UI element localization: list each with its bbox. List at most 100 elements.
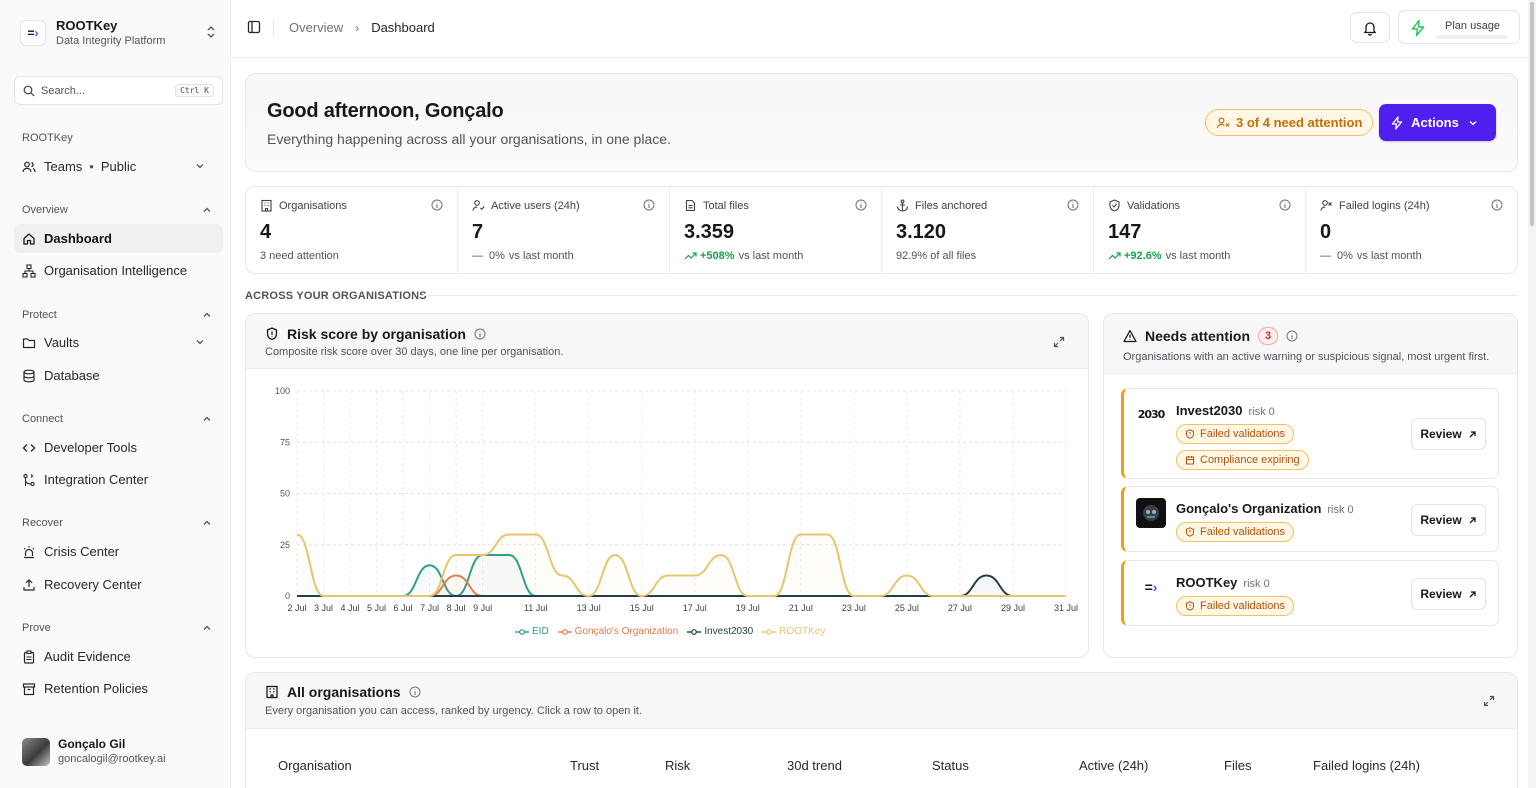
shield-alert-icon [1186, 429, 1194, 439]
column-header-organisation[interactable]: Organisation [278, 758, 352, 773]
legend-label: Invest2030 [704, 626, 754, 637]
breadcrumb-overview[interactable]: Overview [289, 20, 344, 35]
info-icon[interactable] [855, 199, 867, 211]
column-header-active[interactable]: Active (24h) [1079, 758, 1149, 773]
review-button[interactable]: Review [1411, 418, 1486, 450]
stat-delta: 0% [1337, 250, 1353, 262]
sidebar-item-retention-policies[interactable]: Retention Policies [14, 674, 223, 703]
teams-label: Teams [44, 159, 83, 174]
legend-item[interactable]: EID [515, 626, 549, 637]
stat-label: Files anchored [915, 199, 988, 212]
sidebar-item-integration-center[interactable]: Integration Center [14, 465, 223, 494]
column-header-failed-logins[interactable]: Failed logins (24h) [1313, 758, 1420, 773]
brand-name: ROOTKey [56, 18, 118, 33]
sidebar-item-organisation-intelligence[interactable]: Organisation Intelligence [14, 256, 223, 285]
teams-selector[interactable]: Teams • Public [14, 152, 223, 181]
scrollbar-thumb[interactable] [1530, 2, 1534, 226]
attention-item[interactable]: 2030 Invest2030 risk 0 Failed validations… [1121, 388, 1499, 479]
attention-item[interactable]: = › ROOTKey risk 0 Failed validations Revi… [1121, 560, 1499, 626]
sidebar-item-label: Vaults [44, 335, 80, 350]
stat-value: 0 [1320, 221, 1332, 243]
info-icon[interactable] [474, 328, 486, 340]
review-button[interactable]: Review [1411, 504, 1486, 536]
sidebar-item-database[interactable]: Database [14, 361, 223, 390]
search-input[interactable]: Search... Ctrl K [14, 76, 223, 105]
info-icon[interactable] [1491, 199, 1503, 211]
legend-item[interactable]: Invest2030 [687, 626, 753, 637]
org-name: Gonçalo's Organization risk 0 [1176, 501, 1354, 516]
greeting-panel: Good afternoon, Gonçalo Everything happe… [245, 73, 1518, 172]
workspace-switcher[interactable]: = › ROOTKey Data Integrity Platform [14, 12, 220, 54]
sidebar-item-developer-tools[interactable]: Developer Tools [14, 433, 223, 462]
file-icon [685, 199, 696, 212]
stat-active-users[interactable]: Active users (24h) 7 — 0% vs last month [458, 187, 670, 273]
stat-organisations[interactable]: Organisations 4 3 need attention [246, 187, 458, 273]
notifications-button[interactable] [1350, 12, 1390, 43]
stat-sub: 92.9% of all files [896, 250, 977, 262]
chevron-up-icon[interactable] [202, 205, 212, 215]
user-menu[interactable]: Gonçalo Gil goncalogil@rootkey.ai [22, 737, 166, 766]
chevron-up-icon[interactable] [202, 414, 212, 424]
status-badge-label: Failed validations [1200, 600, 1285, 612]
column-header-risk[interactable]: Risk [665, 758, 691, 773]
review-button[interactable]: Review [1411, 578, 1486, 610]
column-header-status[interactable]: Status [932, 758, 969, 773]
column-header-files[interactable]: Files [1224, 758, 1252, 773]
sidebar-item-dashboard[interactable]: Dashboard [14, 224, 223, 253]
sidebar-item-label: Audit Evidence [44, 649, 131, 664]
stat-sub: 3 need attention [260, 250, 339, 262]
attention-item[interactable]: Gonçalo's Organization risk 0 Failed vali… [1121, 486, 1499, 552]
plan-usage-button[interactable]: Plan usage [1398, 10, 1520, 44]
search-placeholder: Search... [41, 84, 86, 97]
stat-sub: vs last month [1356, 250, 1422, 262]
sidebar-item-recovery-center[interactable]: Recovery Center [14, 570, 223, 599]
sidebar-item-vaults[interactable]: Vaults [14, 328, 223, 357]
arrow-up-right-icon [1469, 430, 1476, 437]
stat-delta: +92.6% [1124, 250, 1162, 262]
info-icon[interactable] [409, 686, 421, 698]
sidebar-item-crisis-center[interactable]: Crisis Center [14, 537, 223, 566]
chevron-up-icon[interactable] [202, 623, 212, 633]
column-header-30d-trend[interactable]: 30d trend [787, 758, 842, 773]
breadcrumb: Overview › Dashboard [289, 20, 435, 35]
legend-item[interactable]: ROOTKey [762, 626, 825, 637]
column-header-trust[interactable]: Trust [570, 758, 600, 773]
info-icon[interactable] [1279, 199, 1291, 211]
sidebar-toggle-icon[interactable] [247, 20, 261, 34]
stat-delta: 0% [489, 250, 505, 262]
attention-badge[interactable]: 3 of 4 need attention [1205, 109, 1374, 136]
stat-total-files[interactable]: Total files 3.359 +508% vs last month [670, 187, 882, 273]
legend-item[interactable]: Gonçalo's Organization [557, 626, 678, 637]
clipboard-icon [23, 649, 35, 664]
arrow-up-right-icon [1469, 590, 1476, 597]
status-badge: Failed validations [1176, 522, 1294, 542]
expand-icon[interactable] [1483, 695, 1495, 707]
separator-dot: • [89, 159, 94, 174]
goncalo-org-logo [1136, 498, 1166, 528]
scrollbar[interactable] [1528, 0, 1536, 788]
stat-failed-logins[interactable]: Failed logins (24h) 0 — 0% vs last month [1306, 187, 1517, 273]
chevron-up-icon[interactable] [202, 310, 212, 320]
actions-label: Actions [1411, 115, 1459, 130]
org-name-text: Invest2030 [1176, 403, 1243, 418]
card-header: Needs attention 3 Organisations with an … [1104, 314, 1517, 374]
chevron-right-icon: › [355, 20, 360, 35]
stat-files-anchored[interactable]: Files anchored 3.120 92.9% of all files [882, 187, 1094, 273]
sidebar-item-label: Developer Tools [44, 440, 137, 455]
stat-validations[interactable]: Validations 147 +92.6% vs last month [1094, 187, 1306, 273]
info-icon[interactable] [1067, 199, 1079, 211]
expand-icon[interactable] [1053, 336, 1065, 348]
minus-icon: — [472, 250, 483, 262]
chevron-up-icon[interactable] [202, 518, 212, 528]
arrow-up-right-icon [1469, 516, 1476, 523]
risk-chart-card: Risk score by organisation Composite ris… [245, 313, 1089, 658]
info-icon[interactable] [431, 199, 443, 211]
info-icon[interactable] [643, 199, 655, 211]
sidebar-item-audit-evidence[interactable]: Audit Evidence [14, 642, 223, 671]
info-icon[interactable] [1286, 330, 1298, 342]
database-icon [23, 369, 35, 382]
review-label: Review [1420, 513, 1462, 527]
status-badge-label: Failed validations [1200, 428, 1285, 440]
actions-button[interactable]: Actions [1379, 104, 1496, 141]
risk-chart-title: Risk score by organisation [287, 326, 466, 342]
